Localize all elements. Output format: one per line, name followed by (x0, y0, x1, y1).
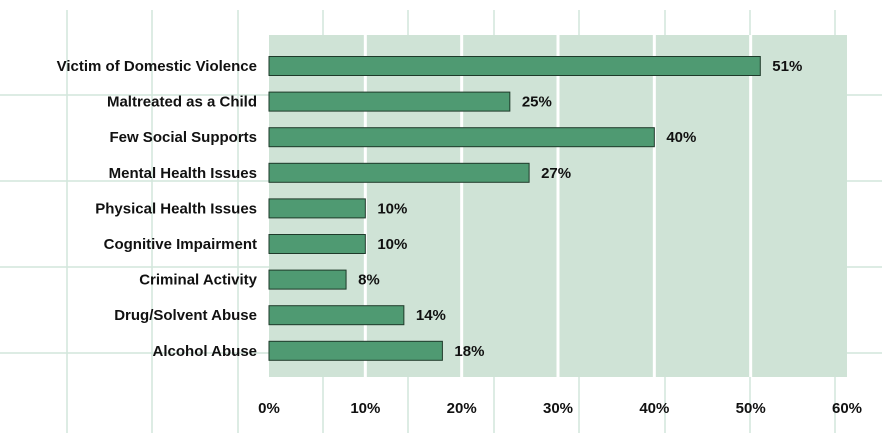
x-tick-label: 0% (258, 400, 280, 417)
bar (268, 340, 443, 361)
bar (268, 91, 511, 112)
category-label: Victim of Domestic Violence (57, 58, 257, 75)
x-tick-label: 40% (639, 400, 669, 417)
bar (268, 198, 366, 219)
bar (268, 56, 761, 76)
category-label: Drug/Solvent Abuse (114, 307, 257, 324)
value-labels: 51% 25% 40% 27% 10% 10% 8% 14% 18% (358, 58, 802, 360)
data-label: 25% (522, 94, 552, 111)
category-label: Alcohol Abuse (153, 343, 257, 360)
category-label: Few Social Supports (109, 129, 257, 146)
data-label: 40% (666, 129, 696, 146)
category-label: Cognitive Impairment (104, 236, 257, 253)
bar (268, 269, 347, 290)
data-label: 27% (541, 165, 571, 182)
bar (268, 162, 530, 183)
x-tick-label: 60% (832, 400, 862, 417)
data-label: 18% (454, 343, 484, 360)
x-tick-label: 10% (350, 400, 380, 417)
data-label: 51% (772, 58, 802, 75)
x-tick-label: 30% (543, 400, 573, 417)
category-label: Physical Health Issues (95, 200, 257, 217)
category-label: Mental Health Issues (109, 165, 257, 182)
x-tick-labels: 0% 10% 20% 30% 40% 50% 60% (258, 400, 862, 417)
x-tick-label: 50% (736, 400, 766, 417)
category-label: Criminal Activity (139, 272, 257, 289)
category-labels: Victim of Domestic Violence Maltreated as… (57, 58, 258, 360)
data-label: 10% (377, 236, 407, 253)
x-tick-label: 20% (447, 400, 477, 417)
bar (268, 305, 405, 326)
category-label: Maltreated as a Child (107, 94, 257, 111)
bar (268, 127, 655, 148)
data-label: 10% (377, 200, 407, 217)
bar (268, 234, 366, 254)
bars (268, 56, 761, 361)
data-label: 14% (416, 307, 446, 324)
data-label: 8% (358, 272, 380, 289)
